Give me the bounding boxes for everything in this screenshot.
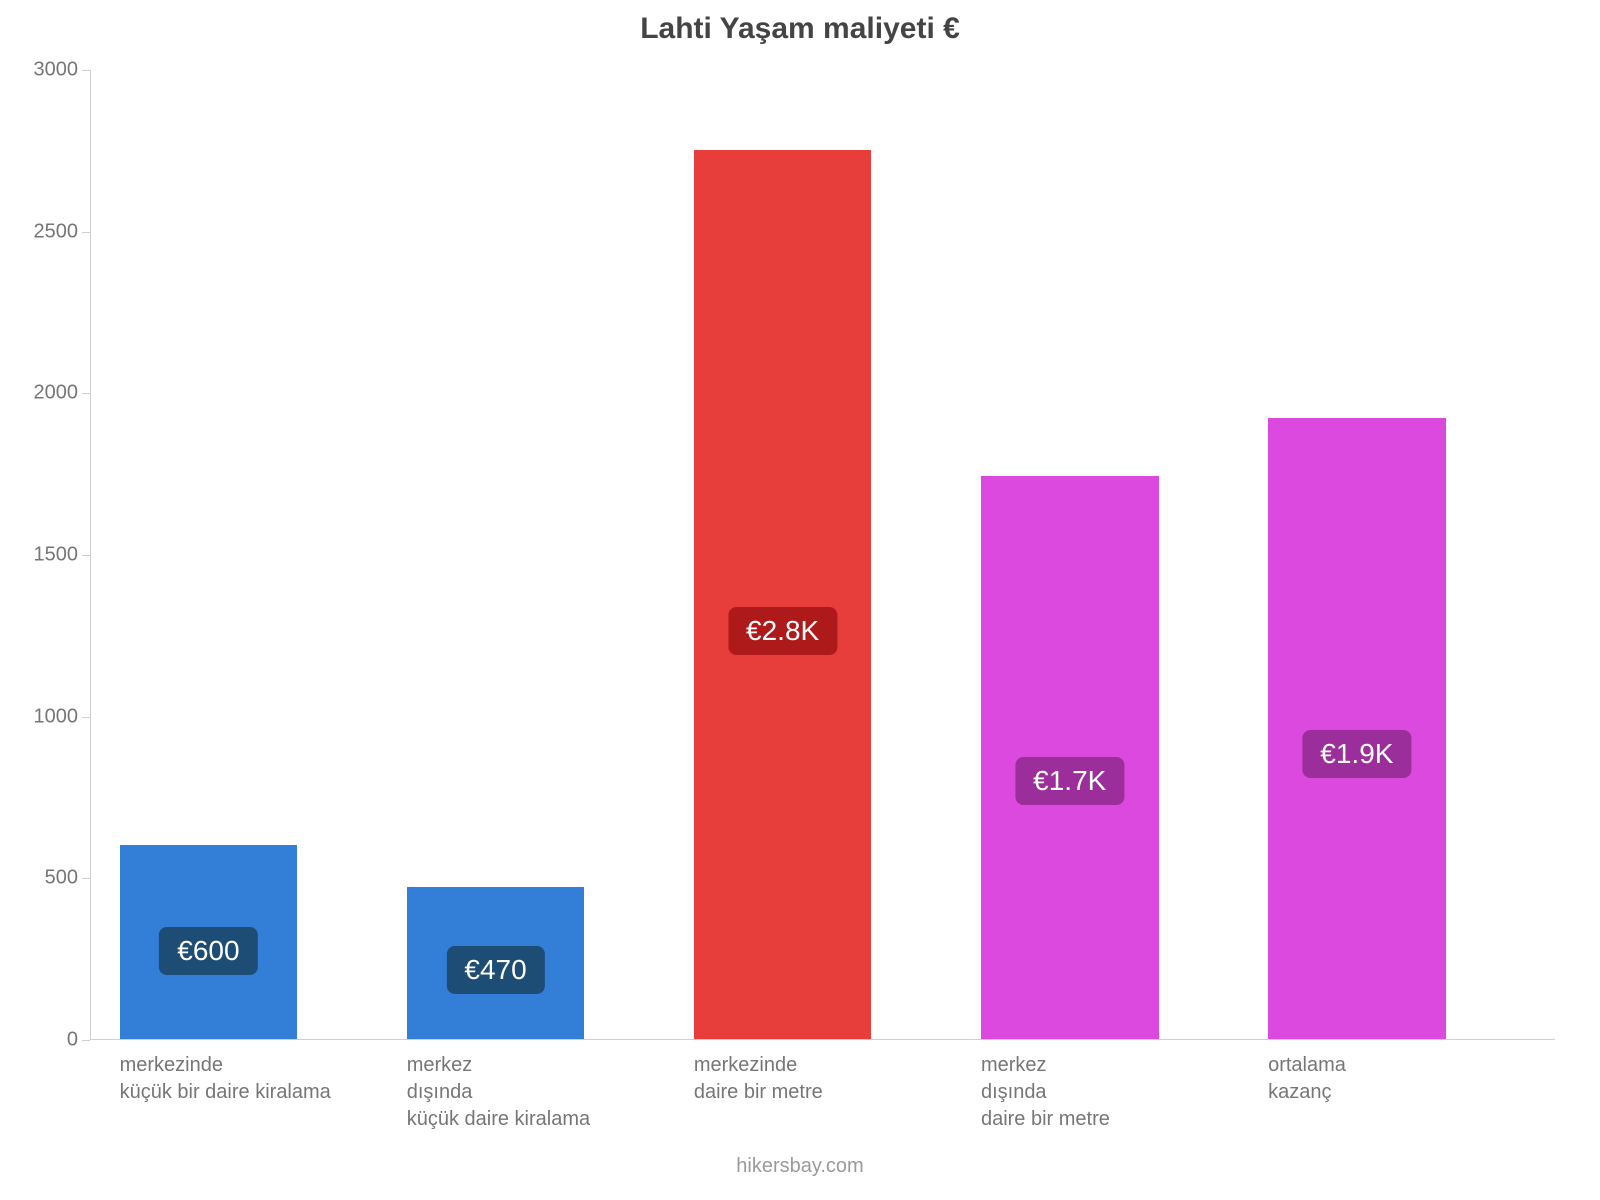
y-tick-label: 2000 [34, 382, 79, 405]
y-tick-label: 1500 [34, 544, 79, 567]
chart-container: Lahti Yaşam maliyeti € 0 500 1000 1500 2000 2… [0, 0, 1600, 1200]
y-tick [82, 717, 90, 718]
chart-title: Lahti Yaşam maliyeti € [0, 12, 1600, 46]
plot-area: 050010001500200025003000 €600€470€2.8K€1… [90, 70, 1570, 1040]
y-tick [82, 878, 90, 879]
y-tick-label: 0 [67, 1029, 78, 1052]
x-label: merkezinde küçük bir daire kiralama [120, 1052, 396, 1106]
bar-b2 [694, 150, 872, 1039]
x-label: merkez dışında daire bir metre [981, 1052, 1257, 1133]
y-tick-label: 1000 [34, 705, 79, 728]
x-label: merkezinde daire bir metre [694, 1052, 970, 1106]
x-label: merkez dışında küçük daire kiralama [407, 1052, 683, 1133]
y-tick-label: 500 [45, 867, 78, 890]
y-tick [82, 393, 90, 394]
x-label: ortalama kazanç [1268, 1052, 1544, 1106]
y-tick [82, 555, 90, 556]
bar-value-badge: €1.7K [1015, 757, 1124, 805]
footer-attribution: hikersbay.com [0, 1155, 1600, 1178]
bar-b4 [1268, 418, 1446, 1039]
bars-group: €600 €470 €2.8K €1.7K €1.9K [90, 70, 1570, 1040]
y-tick-label: 2500 [34, 220, 79, 243]
bar-value-badge: €470 [446, 946, 544, 994]
y-tick-label: 3000 [34, 59, 79, 82]
bar-value-badge: €600 [159, 927, 257, 975]
y-tick [82, 70, 90, 71]
bar-value-badge: €1.9K [1302, 730, 1411, 778]
y-tick [82, 1040, 90, 1041]
y-tick [82, 232, 90, 233]
bar-value-badge: €2.8K [728, 607, 837, 655]
